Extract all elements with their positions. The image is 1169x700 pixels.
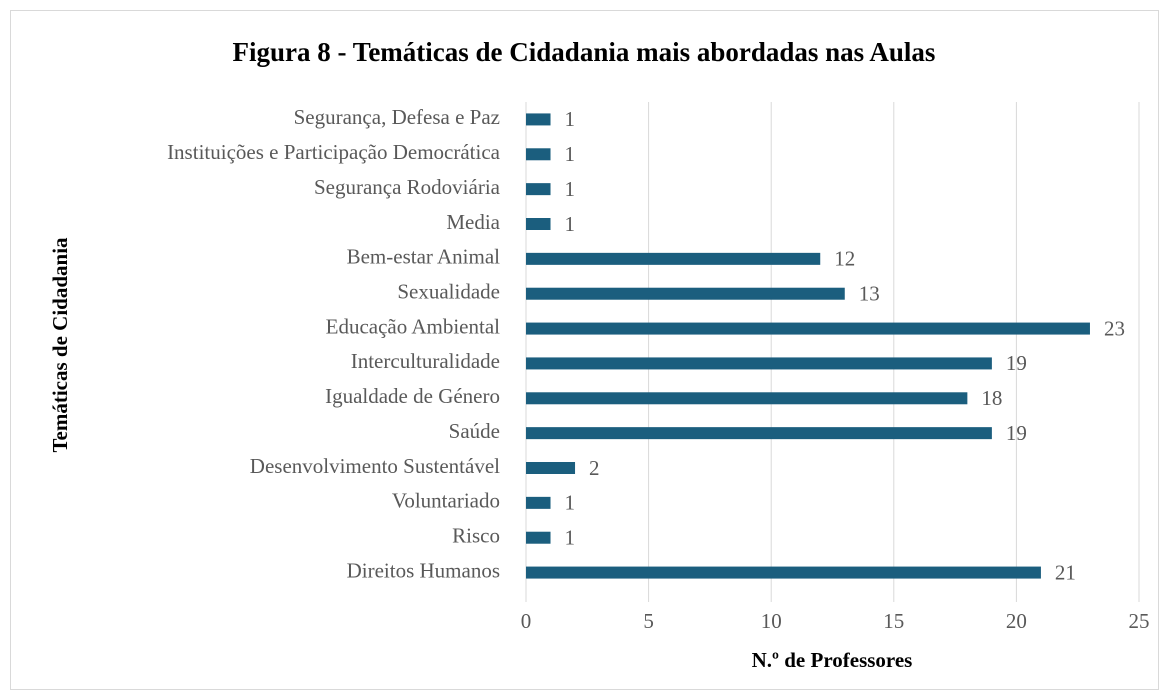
y-tick-label: Bem-estar Animal (347, 245, 501, 269)
y-tick-label: Sexualidade (397, 280, 500, 304)
data-label: 12 (834, 247, 855, 271)
y-tick-label: Voluntariado (392, 489, 500, 513)
y-tick-label: Igualdade de Género (325, 384, 500, 408)
x-tick-label: 10 (761, 609, 782, 633)
x-tick-label: 0 (521, 609, 532, 633)
y-tick-label: Direitos Humanos (347, 558, 500, 582)
bar (526, 566, 1041, 579)
bar (526, 113, 551, 126)
y-tick-label: Risco (452, 524, 500, 548)
data-label: 2 (589, 456, 600, 480)
x-tick-label: 15 (883, 609, 904, 633)
bar (526, 218, 551, 230)
y-tick-label: Interculturalidade (351, 349, 500, 373)
chart-frame (10, 10, 1159, 690)
data-label: 21 (1055, 560, 1076, 584)
y-tick-label: Media (446, 210, 500, 234)
y-axis-title: Temáticas de Cidadania (48, 237, 72, 453)
bar (526, 357, 992, 370)
data-label: 1 (565, 491, 576, 515)
bar (526, 531, 551, 544)
data-label: 19 (1006, 421, 1027, 445)
bar (526, 427, 992, 440)
data-label: 1 (565, 212, 576, 236)
data-label: 18 (981, 386, 1002, 410)
bar (526, 287, 845, 300)
x-axis-title: N.º de Professores (752, 648, 913, 672)
bar (526, 322, 1090, 335)
bar (526, 183, 551, 196)
data-label: 23 (1104, 316, 1125, 340)
chart-title: Figura 8 - Temáticas de Cidadania mais a… (233, 37, 936, 67)
data-label: 1 (565, 142, 576, 166)
bar (526, 496, 551, 509)
data-label: 13 (859, 282, 880, 306)
x-tick-label: 20 (1006, 609, 1027, 633)
bar (526, 148, 551, 161)
y-tick-label: Saúde (449, 419, 500, 443)
data-label: 1 (565, 526, 576, 550)
y-tick-label: Desenvolvimento Sustentável (250, 454, 500, 478)
y-tick-label: Segurança, Defesa e Paz (294, 105, 500, 129)
x-tick-label: 25 (1129, 609, 1150, 633)
bar (526, 462, 576, 474)
bar (526, 252, 821, 265)
y-tick-label: Educação Ambiental (326, 314, 501, 338)
data-label: 19 (1006, 351, 1027, 375)
data-label: 1 (565, 177, 576, 201)
x-tick-label: 5 (643, 609, 654, 633)
bar (526, 392, 968, 405)
y-tick-label: Segurança Rodoviária (314, 175, 501, 199)
data-label: 1 (565, 107, 576, 131)
y-tick-label: Instituições e Participação Democrática (167, 140, 501, 164)
